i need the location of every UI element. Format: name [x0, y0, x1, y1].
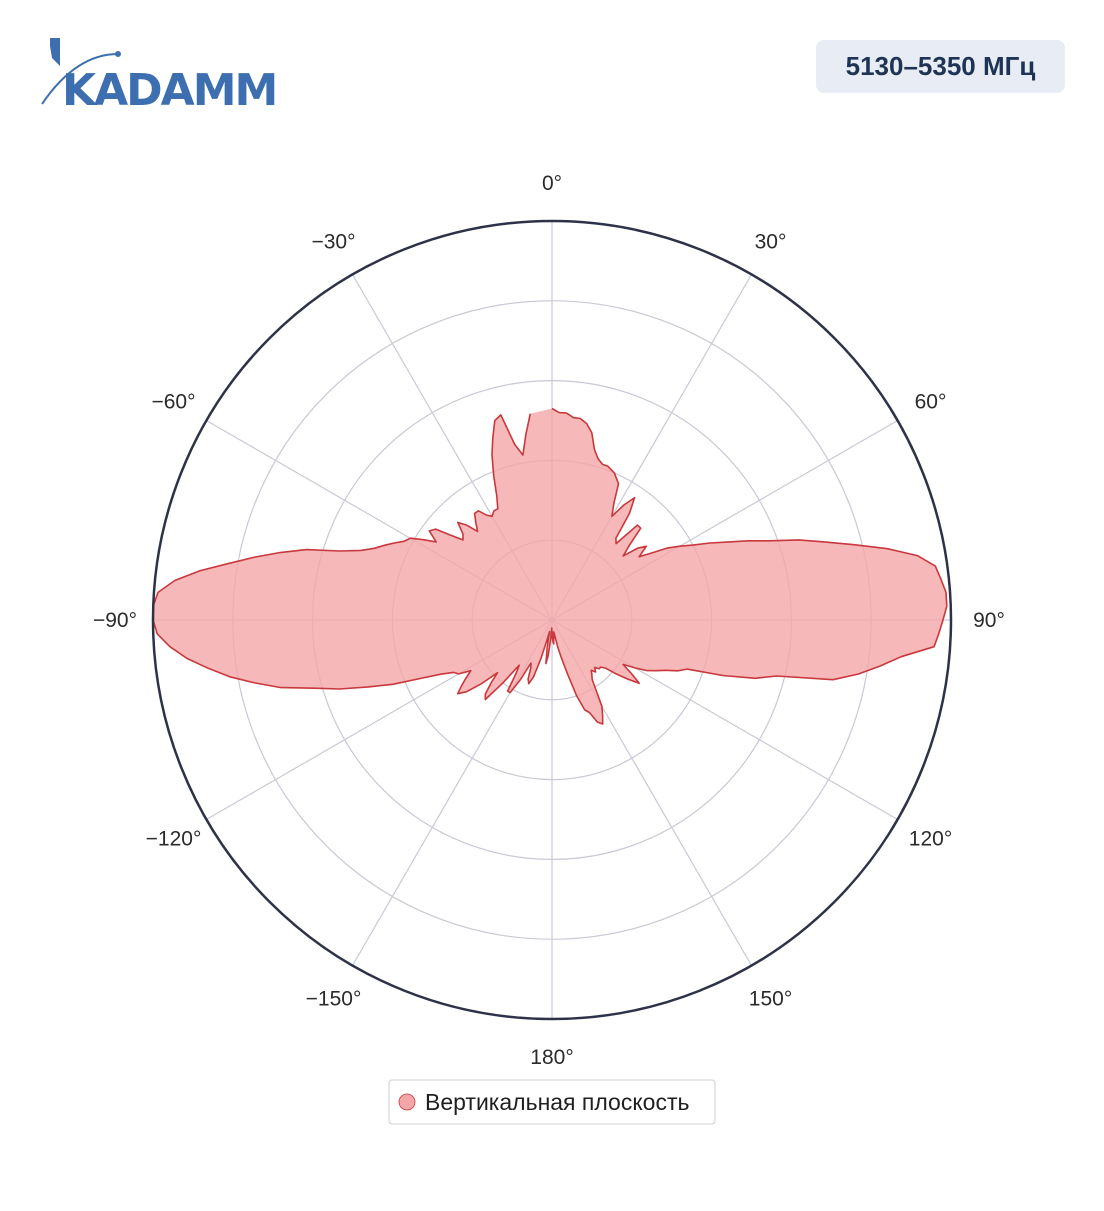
band-badge: 5130–5350 МГц: [816, 40, 1065, 93]
outer-ring: [151, 219, 953, 1021]
angular-tick-label: −120°: [146, 828, 202, 851]
legend-box: [388, 1079, 716, 1125]
angular-tick-label: −150°: [306, 988, 362, 1011]
kadamm-logo: KADAMM: [41, 38, 278, 114]
legend[interactable]: Вертикальная плоскость: [388, 1079, 716, 1125]
legend-label: Вертикальная плоскость: [425, 1089, 689, 1115]
angular-tick-label: 180°: [530, 1046, 573, 1069]
angular-tick-labels: 0° 30° 60° 90° 120° 150° 180° −150° −120° −90° −60…: [93, 172, 1005, 1069]
series-layer: [152, 407, 948, 725]
series-area-vertical: [152, 407, 948, 725]
angular-tick-label: −60°: [151, 391, 195, 414]
logo-dot-icon: [115, 51, 121, 57]
angular-tick-label: 0°: [542, 172, 562, 195]
brand-name: KADAMM: [62, 65, 276, 114]
angular-tick-label: 120°: [909, 828, 952, 851]
angular-tick-label: 60°: [915, 391, 947, 414]
angular-tick-label: 150°: [749, 988, 792, 1011]
angular-tick-label: −30°: [311, 231, 355, 254]
angular-tick-label: −90°: [93, 609, 137, 632]
logo-arc-icon: [41, 53, 119, 105]
angular-tick-label: 90°: [973, 609, 1005, 632]
logo-flag-icon: [50, 38, 60, 66]
angular-tick-label: 30°: [755, 231, 787, 254]
legend-marker-icon: [398, 1093, 416, 1111]
